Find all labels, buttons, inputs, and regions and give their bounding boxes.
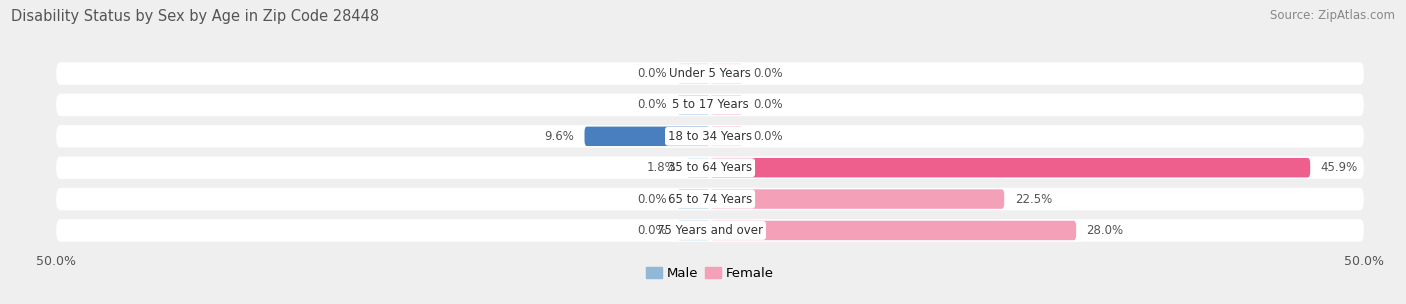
Text: Source: ZipAtlas.com: Source: ZipAtlas.com	[1270, 9, 1395, 22]
Text: Disability Status by Sex by Age in Zip Code 28448: Disability Status by Sex by Age in Zip C…	[11, 9, 380, 24]
FancyBboxPatch shape	[56, 188, 1364, 210]
Text: 0.0%: 0.0%	[637, 224, 666, 237]
FancyBboxPatch shape	[710, 64, 742, 83]
FancyBboxPatch shape	[710, 126, 742, 146]
FancyBboxPatch shape	[585, 126, 710, 146]
Text: 1.8%: 1.8%	[647, 161, 676, 174]
FancyBboxPatch shape	[56, 156, 1364, 179]
Text: 22.5%: 22.5%	[1015, 192, 1052, 206]
Text: 35 to 64 Years: 35 to 64 Years	[668, 161, 752, 174]
FancyBboxPatch shape	[56, 94, 1364, 116]
Text: 5 to 17 Years: 5 to 17 Years	[672, 98, 748, 112]
FancyBboxPatch shape	[710, 158, 1310, 178]
FancyBboxPatch shape	[678, 95, 710, 115]
Text: 0.0%: 0.0%	[637, 192, 666, 206]
FancyBboxPatch shape	[710, 221, 1076, 240]
Text: 0.0%: 0.0%	[637, 98, 666, 112]
Text: 18 to 34 Years: 18 to 34 Years	[668, 130, 752, 143]
FancyBboxPatch shape	[678, 221, 710, 240]
FancyBboxPatch shape	[710, 189, 1004, 209]
Text: 9.6%: 9.6%	[544, 130, 574, 143]
Text: 45.9%: 45.9%	[1320, 161, 1358, 174]
Text: 0.0%: 0.0%	[754, 98, 783, 112]
Legend: Male, Female: Male, Female	[641, 262, 779, 285]
Text: 0.0%: 0.0%	[754, 67, 783, 80]
Text: 65 to 74 Years: 65 to 74 Years	[668, 192, 752, 206]
Text: 0.0%: 0.0%	[637, 67, 666, 80]
FancyBboxPatch shape	[56, 62, 1364, 85]
Text: 28.0%: 28.0%	[1087, 224, 1123, 237]
Text: Under 5 Years: Under 5 Years	[669, 67, 751, 80]
Text: 0.0%: 0.0%	[754, 130, 783, 143]
FancyBboxPatch shape	[678, 64, 710, 83]
FancyBboxPatch shape	[678, 189, 710, 209]
FancyBboxPatch shape	[56, 219, 1364, 242]
FancyBboxPatch shape	[710, 95, 742, 115]
FancyBboxPatch shape	[686, 158, 710, 178]
Text: 75 Years and over: 75 Years and over	[657, 224, 763, 237]
FancyBboxPatch shape	[56, 125, 1364, 148]
